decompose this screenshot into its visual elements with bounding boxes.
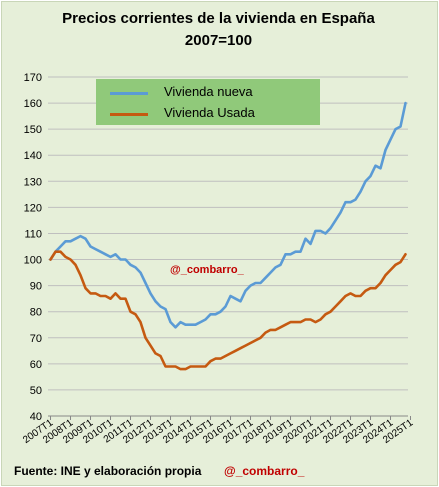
y-tick-label: 40 <box>30 411 42 423</box>
y-tick-label: 150 <box>24 124 42 136</box>
y-tick-label: 160 <box>24 98 42 110</box>
y-tick-label: 60 <box>30 359 42 371</box>
y-tick-label: 70 <box>30 333 42 345</box>
y-tick-label: 130 <box>24 176 42 188</box>
chart-title: Precios corrientes de la vivienda en Esp… <box>62 10 375 27</box>
y-tick-label: 80 <box>30 307 42 319</box>
series-line-usada <box>49 250 407 371</box>
chart-subtitle: 2007=100 <box>184 32 253 49</box>
legend-swatch-usada <box>110 113 148 116</box>
y-tick-label: 100 <box>24 255 42 267</box>
series-line-nueva <box>49 101 407 329</box>
source-note: Fuente: INE y elaboración propia <box>14 464 202 478</box>
y-tick-label: 140 <box>24 150 42 162</box>
author-handle: @_combarro_ <box>224 464 305 478</box>
y-tick-label: 170 <box>24 72 42 84</box>
legend-label-nueva: Vivienda nueva <box>164 84 253 99</box>
y-tick-label: 110 <box>24 228 42 240</box>
y-tick-label: 90 <box>30 281 42 293</box>
y-tick-label: 120 <box>24 202 42 214</box>
legend-swatch-nueva <box>110 92 148 95</box>
legend: Vivienda nueva Vivienda Usada <box>96 79 320 125</box>
watermark-text: @_combarro_ <box>170 264 244 276</box>
y-tick-label: 50 <box>30 385 42 397</box>
legend-label-usada: Vivienda Usada <box>164 105 255 120</box>
